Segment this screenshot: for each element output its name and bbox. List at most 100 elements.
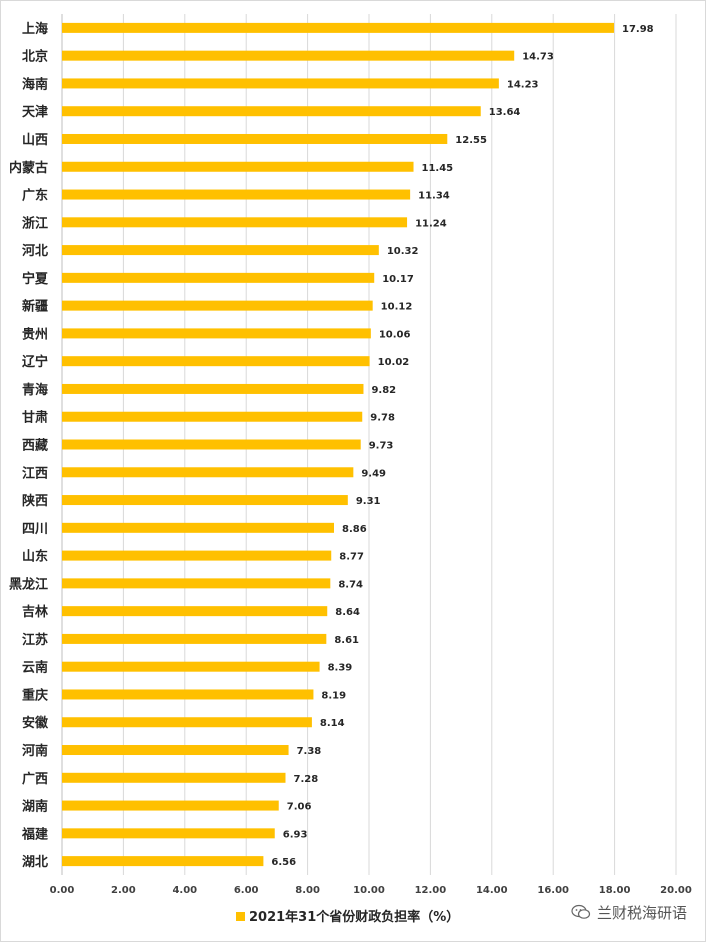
- category-labels: 上海北京海南天津山西内蒙古广东浙江河北宁夏新疆贵州辽宁青海甘肃西藏江西陕西四川山…: [9, 21, 49, 870]
- bar: [62, 245, 379, 256]
- category-label: 湖南: [22, 799, 48, 815]
- category-label: 广西: [22, 771, 48, 787]
- data-label: 7.38: [297, 746, 322, 757]
- category-label: 新疆: [22, 299, 48, 315]
- data-label: 11.34: [418, 191, 450, 202]
- x-tick-label: 16.00: [537, 885, 569, 896]
- x-tick-label: 8.00: [295, 885, 320, 896]
- bar: [62, 689, 314, 700]
- category-label: 上海: [22, 21, 48, 37]
- bar: [62, 383, 364, 394]
- bar: [62, 828, 275, 839]
- bar: [62, 411, 363, 422]
- data-label: 13.64: [489, 107, 521, 118]
- category-label: 山西: [22, 132, 48, 148]
- bar: [62, 467, 354, 478]
- bar: [62, 856, 264, 867]
- watermark: 兰财税海研语: [570, 901, 687, 923]
- data-label: 11.24: [415, 218, 447, 229]
- bar: [62, 550, 332, 561]
- bar: [62, 106, 481, 117]
- x-tick-label: 18.00: [599, 885, 631, 896]
- bar: [62, 717, 312, 728]
- data-label: 7.28: [293, 774, 318, 785]
- category-label: 河北: [22, 243, 48, 259]
- category-label: 宁夏: [22, 271, 49, 287]
- category-label: 黑龙江: [9, 576, 48, 592]
- x-tick-label: 2.00: [111, 885, 136, 896]
- bar: [62, 78, 499, 89]
- data-label: 12.55: [455, 135, 487, 146]
- data-label: 10.06: [379, 329, 411, 340]
- x-tick-label: 6.00: [234, 885, 259, 896]
- data-label: 11.45: [422, 163, 454, 174]
- watermark-text: 兰财税海研语: [596, 903, 687, 922]
- x-tick-label: 12.00: [415, 885, 447, 896]
- category-label: 安徽: [22, 715, 49, 731]
- x-tick-label: 10.00: [353, 885, 385, 896]
- data-label: 14.23: [507, 79, 539, 90]
- data-label: 8.61: [334, 635, 359, 646]
- category-label: 天津: [22, 104, 48, 120]
- bar: [62, 606, 328, 617]
- x-tick-label: 14.00: [476, 885, 508, 896]
- category-label: 四川: [22, 522, 48, 537]
- data-label: 8.74: [338, 579, 363, 590]
- category-label: 山东: [22, 549, 48, 565]
- bar: [62, 772, 286, 783]
- data-label: 10.12: [381, 302, 413, 313]
- category-label: 河南: [22, 743, 48, 759]
- bar: [62, 50, 515, 61]
- data-label: 8.39: [328, 663, 353, 674]
- data-label: 10.32: [387, 246, 419, 257]
- category-label: 北京: [22, 49, 48, 65]
- category-label: 内蒙古: [9, 160, 48, 176]
- bar: [62, 189, 411, 200]
- data-label: 17.98: [622, 24, 654, 35]
- category-label: 辽宁: [22, 354, 48, 370]
- bar: [62, 161, 414, 172]
- bar: [62, 745, 289, 756]
- x-axis-ticks: 0.00 2.00 4.00 6.00 8.00 10.00 12.00 14.00 16.00…: [50, 885, 692, 896]
- data-label: 8.14: [320, 718, 345, 729]
- bar: [62, 578, 331, 589]
- data-label: 9.78: [370, 413, 395, 424]
- wechat-icon: [571, 904, 591, 919]
- bar: [62, 217, 408, 228]
- bar: [62, 439, 361, 450]
- x-tick-label: 20.00: [660, 885, 692, 896]
- category-label: 甘肃: [22, 410, 48, 426]
- bar: [62, 800, 279, 811]
- data-label: 8.77: [339, 552, 364, 563]
- legend-label: 2021年31个省份财政负担率（%）: [249, 909, 459, 925]
- category-label: 湖北: [22, 855, 48, 870]
- x-tick-label: 0.00: [50, 885, 75, 896]
- bar: [62, 22, 614, 33]
- bar: [62, 661, 320, 672]
- data-label: 8.64: [335, 607, 360, 618]
- legend-swatch: [236, 912, 245, 921]
- bar: [62, 133, 448, 144]
- category-label: 贵州: [22, 326, 48, 342]
- category-label: 重庆: [22, 687, 48, 703]
- category-label: 江西: [22, 465, 48, 481]
- bar: [62, 356, 370, 367]
- category-label: 云南: [22, 660, 48, 676]
- data-label: 6.56: [271, 857, 296, 868]
- data-label: 9.31: [356, 496, 381, 507]
- category-label: 广东: [22, 188, 48, 204]
- category-label: 江苏: [22, 632, 48, 648]
- data-label: 9.49: [361, 468, 386, 479]
- data-label: 10.17: [382, 274, 414, 285]
- x-tick-label: 4.00: [172, 885, 197, 896]
- bar: [62, 633, 327, 644]
- category-label: 青海: [22, 382, 48, 398]
- category-label: 陕西: [22, 493, 48, 509]
- category-label: 吉林: [22, 604, 48, 620]
- data-label: 6.93: [283, 829, 308, 840]
- bar: [62, 272, 375, 283]
- legend: 2021年31个省份财政负担率（%）: [236, 909, 459, 925]
- value-labels: 17.98 14.73 14.23 13.64 12.55 11.45 11.34 11.24…: [271, 24, 653, 868]
